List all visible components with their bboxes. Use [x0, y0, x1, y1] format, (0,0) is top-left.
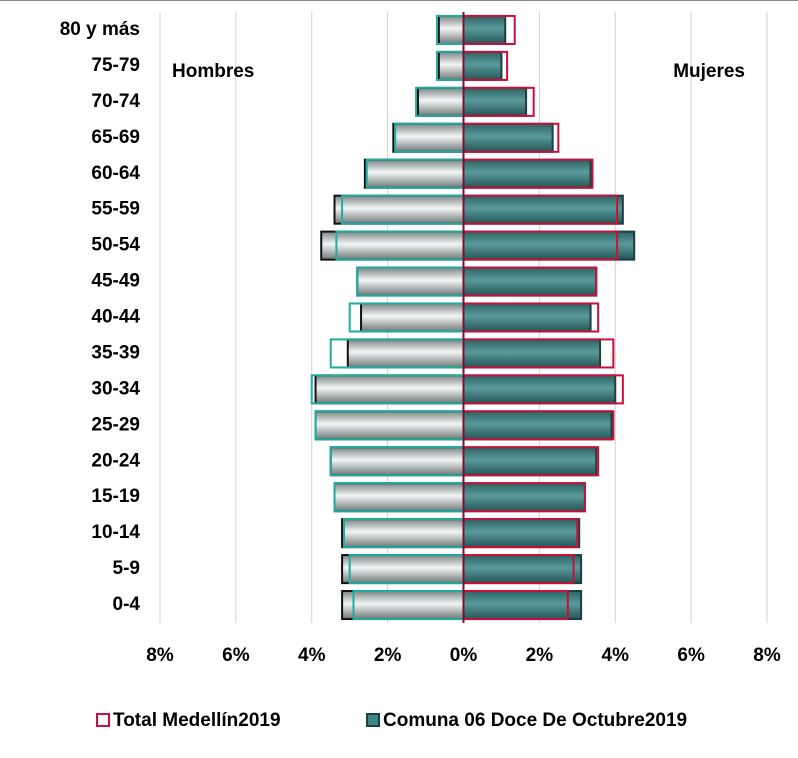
y-tick-label: 70-74 [91, 91, 140, 112]
bar-mujeres [462, 194, 624, 225]
y-tick-label: 40-44 [91, 307, 140, 328]
legend-swatch [96, 713, 110, 727]
bar-hombres [416, 86, 465, 117]
legend-label: Total Medellín2019 [113, 710, 281, 731]
bar-mujeres [462, 482, 586, 513]
bar-mujeres [462, 302, 592, 333]
bar-hombres [333, 482, 465, 513]
bar-hombres [329, 446, 465, 477]
y-tick-label: 20-24 [91, 450, 140, 471]
bar-hombres [341, 590, 465, 621]
bar-mujeres [462, 518, 581, 549]
x-tick-label: 4% [298, 645, 326, 666]
x-tick-label: 2% [526, 645, 554, 666]
x-tick-label: 4% [602, 645, 630, 666]
y-tick-label: 15-19 [91, 486, 140, 507]
bar-mujeres [462, 554, 583, 585]
y-tick-label: 65-69 [91, 127, 140, 148]
bar-hombres [437, 14, 465, 45]
y-tick-label: 35-39 [91, 342, 140, 363]
bar-hombres [392, 122, 465, 153]
bar-mujeres [462, 122, 554, 153]
y-tick-label: 55-59 [91, 199, 140, 220]
bar-hombres [437, 50, 465, 81]
bar-hombres [363, 158, 465, 189]
x-tick-label: 8% [753, 645, 781, 666]
bar-hombres [346, 338, 465, 369]
y-tick-label: 30-34 [91, 378, 140, 399]
bar-mujeres [462, 14, 507, 45]
bar-hombres [341, 518, 465, 549]
legend-label: Comuna 06 Doce De Octubre2019 [383, 710, 687, 731]
bar-mujeres [462, 446, 598, 477]
bar-hombres [360, 302, 465, 333]
x-tick-label: 6% [677, 645, 705, 666]
bar-mujeres [462, 590, 583, 621]
bar-hombres [320, 230, 465, 261]
y-tick-label: 5-9 [113, 558, 140, 579]
y-tick-label: 60-64 [91, 163, 140, 184]
bar-mujeres [462, 338, 602, 369]
y-tick-label: 25-29 [91, 414, 140, 435]
bar-mujeres [462, 158, 592, 189]
left-label: Hombres [172, 61, 254, 82]
bar-mujeres [462, 50, 503, 81]
x-tick-label: 0% [450, 645, 478, 666]
y-tick-label: 50-54 [91, 235, 140, 256]
bar-mujeres [462, 266, 598, 297]
x-tick-label: 8% [146, 645, 174, 666]
bar-hombres [314, 374, 465, 405]
bar-mujeres [462, 410, 613, 441]
y-tick-label: 45-49 [91, 271, 140, 292]
y-tick-label: 0-4 [113, 594, 141, 615]
bar-hombres [314, 410, 465, 441]
y-tick-label: 80 y más [60, 19, 140, 40]
x-tick-label: 2% [374, 645, 402, 666]
bar-hombres [341, 554, 465, 585]
x-tick-label: 6% [222, 645, 250, 666]
bar-mujeres [462, 374, 617, 405]
bar-mujeres [462, 230, 636, 261]
y-tick-label: 10-14 [91, 522, 140, 543]
bar-hombres [356, 266, 465, 297]
bar-hombres [333, 194, 465, 225]
legend-swatch [366, 713, 380, 727]
right-label: Mujeres [673, 61, 745, 82]
bar-mujeres [462, 86, 528, 117]
y-tick-label: 75-79 [91, 55, 140, 76]
